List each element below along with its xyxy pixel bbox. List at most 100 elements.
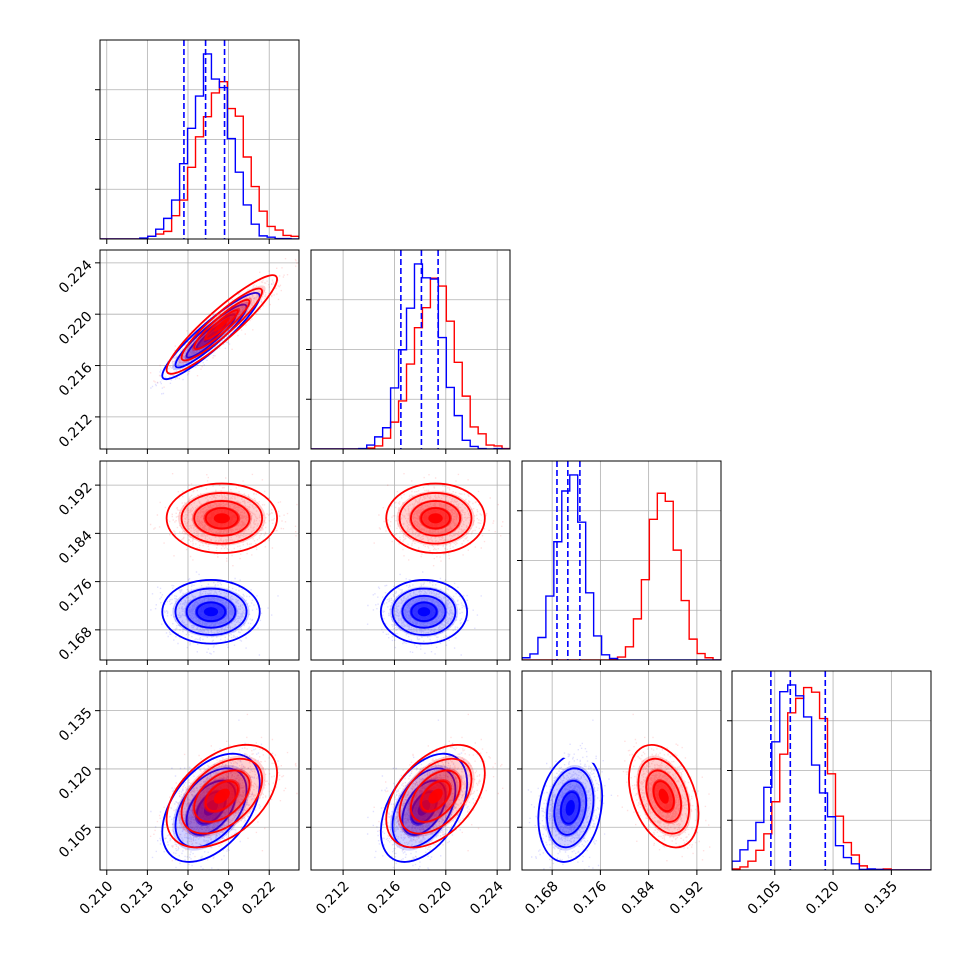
- subplot-2-0: 0.168 0.176 0.184 0.192: [56, 460, 300, 665]
- density-fill-red: [428, 513, 443, 524]
- panel-frame: [99, 670, 300, 871]
- x-tick-label: 0.213: [117, 878, 157, 918]
- y-tick-label: 0.224: [56, 257, 96, 297]
- y-tick-label: 0.168: [56, 624, 96, 664]
- contour-red: [165, 482, 278, 554]
- x-tick-label: 0.176: [570, 878, 610, 918]
- subplot-1-1: [306, 249, 511, 454]
- subplot-3-1: 0.212 0.216 0.220 0.224: [306, 670, 511, 918]
- y-tick-label: 0.220: [56, 309, 96, 349]
- contour-red: [180, 492, 264, 545]
- density-fill-red: [428, 788, 443, 804]
- panel-grid: [522, 671, 721, 870]
- y-tick-label: 0.192: [56, 479, 96, 519]
- density-fill-red: [658, 788, 669, 804]
- x-tick-label: 0.216: [364, 878, 404, 918]
- contour-red: [385, 743, 486, 849]
- panel-frame: [99, 39, 300, 240]
- y-tick-label: 0.176: [56, 576, 96, 616]
- panel-frame: [99, 249, 300, 450]
- hist-step-red: [732, 686, 931, 870]
- contour-red: [398, 492, 473, 545]
- contour-red: [420, 780, 451, 813]
- y-tick-label: 0.135: [56, 705, 96, 745]
- contour-blue: [553, 779, 588, 836]
- contour-blue: [410, 601, 438, 622]
- contour-red: [420, 507, 451, 530]
- density-fill-blue: [565, 799, 575, 816]
- hist-step-blue: [100, 53, 299, 239]
- contour-blue: [379, 579, 469, 645]
- hist-step-red: [522, 492, 721, 660]
- density-fill-red: [213, 788, 230, 804]
- panel-frame: [99, 460, 300, 661]
- subplot-3-3: 0.105 0.120 0.135: [727, 670, 932, 918]
- y-tick-label: 0.120: [56, 763, 96, 803]
- y-tick-label: 0.184: [56, 528, 96, 568]
- contour-red: [204, 507, 239, 530]
- x-tick-label: 0.219: [199, 878, 239, 918]
- contour-red: [180, 287, 264, 362]
- x-tick-label: 0.192: [667, 878, 707, 918]
- density-fill-blue: [417, 607, 431, 617]
- contour-red: [645, 769, 682, 823]
- density-fill-blue: [203, 607, 219, 617]
- y-tick-label: 0.216: [56, 360, 96, 400]
- contour-blue: [391, 587, 457, 636]
- hist-step-blue: [732, 684, 931, 870]
- hist-grid: [732, 671, 931, 870]
- contour-blue: [185, 594, 237, 629]
- x-tick-label: 0.105: [745, 878, 785, 918]
- contour-red: [193, 298, 251, 351]
- panel-grid: [100, 250, 299, 449]
- hist-grid: [522, 461, 721, 660]
- x-tick-label: 0.224: [467, 878, 507, 918]
- panel-frame: [310, 670, 511, 871]
- contour-red: [204, 780, 239, 813]
- y-tick-label: 0.105: [56, 822, 96, 862]
- x-tick-label: 0.120: [803, 878, 843, 918]
- panel-frame: [521, 670, 722, 871]
- contour-red: [165, 274, 278, 375]
- contour-red: [180, 757, 264, 835]
- contour-blue: [195, 601, 227, 622]
- contour-red: [637, 757, 690, 835]
- subplot-3-0: 0.105 0.120 0.135 0.210 0.213 0.216 0.219 0.222: [56, 670, 300, 918]
- x-tick-label: 0.220: [416, 878, 456, 918]
- contour-red: [204, 309, 239, 340]
- contour-red: [193, 769, 251, 823]
- subplot-0-0: [95, 39, 300, 244]
- hist-grid: [100, 40, 299, 239]
- hist-grid: [311, 250, 510, 449]
- contour-blue: [174, 587, 248, 636]
- subplot-2-2: [517, 460, 722, 665]
- subplot-3-2: 0.168 0.176 0.184 0.192: [517, 670, 722, 918]
- contour-red: [193, 500, 251, 537]
- contour-blue: [546, 767, 595, 849]
- density-fill-red: [213, 513, 230, 524]
- contour-blue: [401, 594, 447, 629]
- panel-frame: [310, 460, 511, 661]
- x-tick-label: 0.210: [77, 878, 117, 918]
- subplot-2-1: [306, 460, 511, 665]
- contour-red: [385, 482, 486, 554]
- x-tick-label: 0.216: [158, 878, 198, 918]
- contour-red: [409, 500, 462, 537]
- hist-step-blue: [311, 263, 510, 449]
- contour-red: [652, 780, 675, 813]
- panel-frame: [731, 670, 932, 871]
- hist-step-blue: [522, 474, 721, 660]
- x-tick-label: 0.212: [313, 878, 353, 918]
- contour-red: [628, 743, 700, 849]
- panel-grid: [100, 461, 299, 660]
- hist-step-red: [311, 277, 510, 449]
- density-fill-red: [213, 317, 230, 332]
- contour-red: [398, 757, 473, 835]
- subplot-1-0: 0.212 0.216 0.220 0.224: [56, 249, 300, 454]
- panel-frame: [310, 249, 511, 450]
- contour-blue: [161, 579, 261, 645]
- x-tick-label: 0.135: [861, 878, 901, 918]
- y-tick-label: 0.212: [56, 411, 96, 451]
- panel-frame: [521, 460, 722, 661]
